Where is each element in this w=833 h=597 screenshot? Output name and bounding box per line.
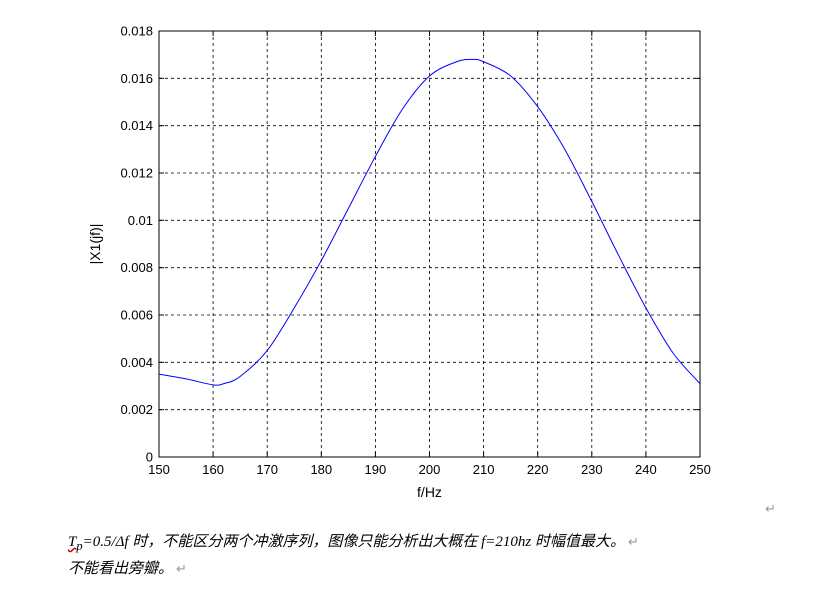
x-tick-label: 220 (527, 462, 549, 477)
x-axis-label: f/Hz (417, 484, 442, 500)
caption-line-2: 不能看出旁瓣。 ↵ (68, 557, 187, 578)
paragraph-mark: ↵ (628, 534, 639, 549)
caption-text-2: 不能看出旁瓣。 (68, 561, 174, 577)
y-tick-label: 0.018 (120, 24, 153, 39)
grid-lines (159, 31, 700, 457)
y-tick-label: 0.01 (128, 213, 153, 228)
y-tick-label: 0 (146, 450, 153, 465)
x-tick-label: 230 (581, 462, 603, 477)
caption-text-1: =0.5/Δf 时，不能区分两个冲激序列，图像只能分析出大概在 f=210hz … (82, 534, 625, 550)
y-tick-label: 0.016 (120, 71, 153, 86)
y-tick-label: 0.012 (120, 166, 153, 181)
tp-symbol: Tp (68, 534, 83, 553)
x-tick-label: 210 (473, 462, 495, 477)
series-line (158, 58, 701, 386)
caption-line-1: Tp=0.5/Δf 时，不能区分两个冲激序列，图像只能分析出大概在 f=210h… (68, 530, 639, 554)
x-tick-label: 250 (689, 462, 711, 477)
x-tick-label: 200 (419, 462, 441, 477)
y-tick-label: 0.008 (120, 260, 153, 275)
y-tick-label: 0.014 (120, 118, 153, 133)
x-tick-label: 150 (148, 462, 170, 477)
x-tick-label: 180 (310, 462, 332, 477)
x-tick-label: 170 (256, 462, 278, 477)
y-axis-label: |X1(jf)| (87, 224, 103, 265)
y-tick-label: 0.006 (120, 308, 153, 323)
x-tick-label: 190 (365, 462, 387, 477)
y-axis: 0 0.002 0.004 0.006 0.008 0.01 0.012 0.014 0.016… (120, 24, 700, 465)
chart: 150 160 170 180 190 200 210 220 230 240 250 0 0.002… (87, 24, 711, 501)
x-tick-label: 240 (635, 462, 657, 477)
paragraph-mark: ↵ (176, 561, 187, 576)
x-tick-label: 160 (202, 462, 224, 477)
paragraph-mark: ↵ (765, 502, 776, 517)
x-axis: 150 160 170 180 190 200 210 220 230 240 250 (148, 31, 711, 477)
y-tick-label: 0.002 (120, 402, 153, 417)
y-tick-label: 0.004 (120, 355, 153, 370)
